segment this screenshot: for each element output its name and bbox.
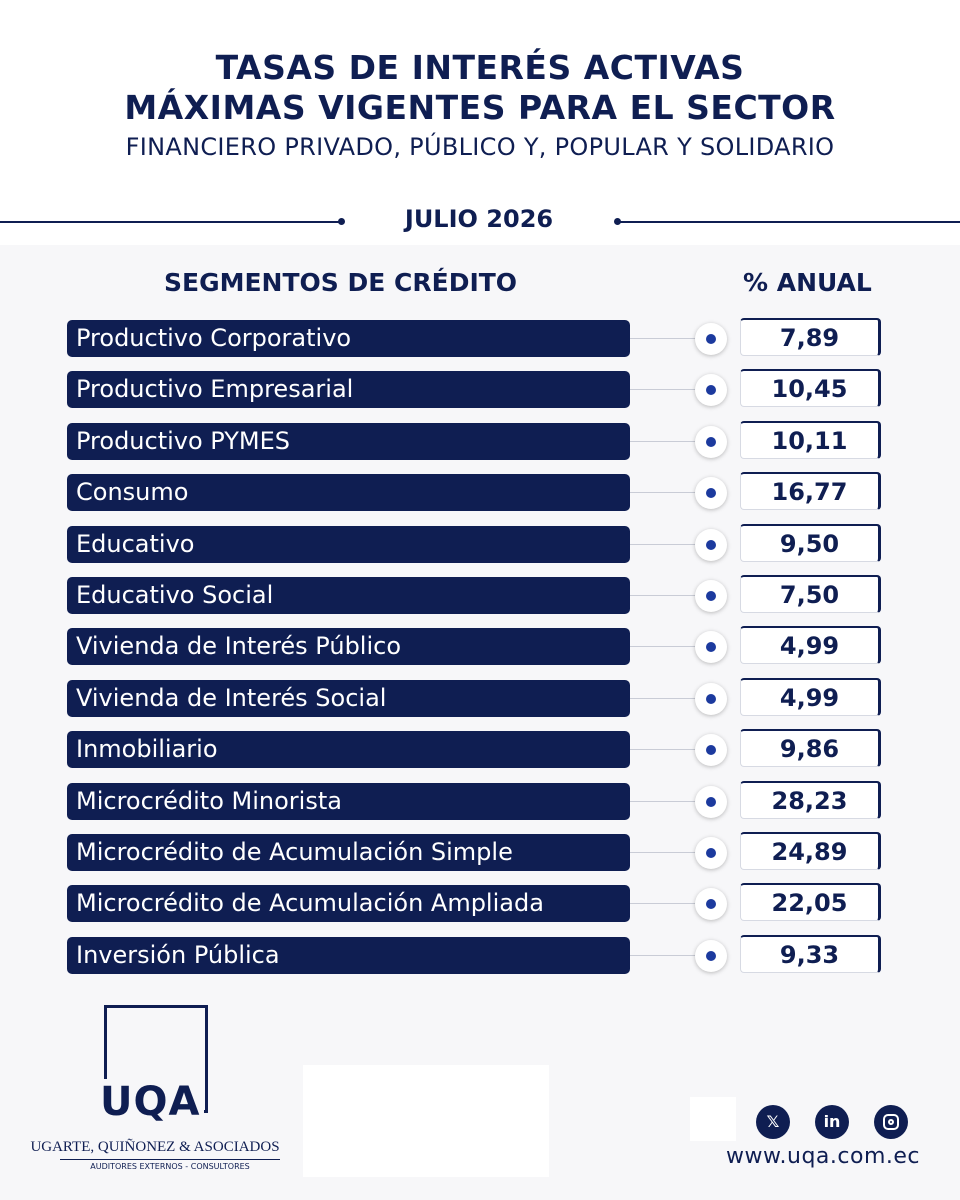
table-row: Educativo 9,50 [0,523,960,564]
column-header-rate: % ANUAL [743,268,872,297]
table-row: Educativo Social 7,50 [0,575,960,615]
row-connector [630,852,700,853]
logo-frame-left [104,1005,107,1085]
bullet-icon [695,682,727,715]
row-connector [630,492,700,494]
bullet-icon [695,785,727,818]
divider-dot-left [338,218,345,225]
table-row: Productivo PYMES 10,11 [0,420,960,461]
bullet-icon [695,734,727,767]
table-row: Vivienda de Interés Público 4,99 [0,626,960,666]
company-tagline: AUDITORES EXTERNOS - CONSULTORES [60,1159,280,1171]
segment-label: Productivo PYMES [67,422,630,460]
segment-label: Microcrédito de Acumulación Simple [67,834,630,871]
table-row: Vivienda de Interés Social 4,99 [0,677,960,718]
bullet-icon [695,477,727,510]
segment-label: Microcrédito de Acumulación Ampliada [67,885,630,923]
row-connector [630,338,700,339]
segment-label: Vivienda de Interés Social [67,679,630,717]
rate-value: 7,89 [740,318,881,356]
divider-right [618,221,960,223]
header-background [0,0,960,245]
title-line-2: MÁXIMAS VIGENTES PARA EL SECTOR [124,88,836,127]
bullet-icon [695,837,727,869]
rate-value: 10,45 [740,369,881,408]
bullet-icon [695,528,727,561]
blank-panel-small [690,1097,736,1141]
table-row: Microcrédito Minorista 28,23 [0,780,960,821]
divider-dot-right [614,218,621,225]
company-logo: UQA UGARTE, QUIÑONEZ & ASOCIADOS AUDITOR… [30,1005,280,1175]
segment-label: Inversión Pública [67,936,630,974]
bullet-icon [695,374,727,407]
rate-value: 9,86 [740,729,881,768]
table-row: Productivo Corporativo 7,89 [0,318,960,358]
divider-left [0,221,340,223]
row-connector [630,749,700,751]
segment-label: Inmobiliario [67,731,630,769]
row-connector [630,646,700,648]
linkedin-icon[interactable]: in [815,1105,849,1139]
rate-value: 4,99 [740,626,881,665]
title-line-1: TASAS DE INTERÉS ACTIVAS [215,48,745,87]
period-label: JULIO 2026 [404,205,554,233]
row-connector [630,440,700,442]
rate-value: 9,50 [740,523,881,562]
rate-value: 7,50 [740,575,881,613]
bullet-icon [695,425,727,458]
table-row: Consumo 16,77 [0,472,960,512]
row-connector [630,903,700,905]
segment-label: Consumo [67,474,630,512]
logo-letters: UQA [100,1079,205,1125]
row-connector [630,697,700,699]
row-connector [630,595,700,596]
bullet-icon [695,888,727,921]
bullet-icon [695,939,727,972]
segment-label: Educativo [67,525,630,563]
instagram-icon[interactable] [874,1105,908,1139]
rate-value: 10,11 [740,420,881,459]
row-connector [630,543,700,545]
rate-value: 28,23 [740,780,881,819]
table-row: Inmobiliario 9,86 [0,729,960,769]
rate-value: 4,99 [740,677,881,716]
segment-label: Educativo Social [67,577,630,614]
column-header-segment: SEGMENTOS DE CRÉDITO [164,268,518,297]
blank-panel [303,1065,549,1177]
table-row: Microcrédito de Acumulación Ampliada 22,0… [0,883,960,923]
table-row: Productivo Empresarial 10,45 [0,369,960,409]
rate-value: 9,33 [740,934,881,973]
row-connector [630,954,700,956]
row-connector [630,800,700,802]
title-line-3: FINANCIERO PRIVADO, PÚBLICO Y, POPULAR Y… [125,133,835,161]
segment-label: Microcrédito Minorista [67,782,630,820]
segment-label: Productivo Empresarial [67,371,630,409]
bullet-icon [695,580,727,612]
table-row: Microcrédito de Acumulación Simple 24,89 [0,832,960,872]
company-name: UGARTE, QUIÑONEZ & ASOCIADOS [30,1139,280,1155]
x-icon[interactable]: 𝕏 [756,1105,790,1139]
row-connector [630,389,700,391]
bullet-icon [695,323,727,355]
rate-value: 22,05 [740,883,881,922]
rate-value: 16,77 [740,472,881,511]
segment-label: Vivienda de Interés Público [67,628,630,666]
bullet-icon [695,631,727,664]
segment-label: Productivo Corporativo [67,320,630,357]
rate-value: 24,89 [740,832,881,870]
website-link[interactable]: www.uqa.com.ec [726,1144,920,1169]
table-row: Inversión Pública 9,33 [0,934,960,975]
